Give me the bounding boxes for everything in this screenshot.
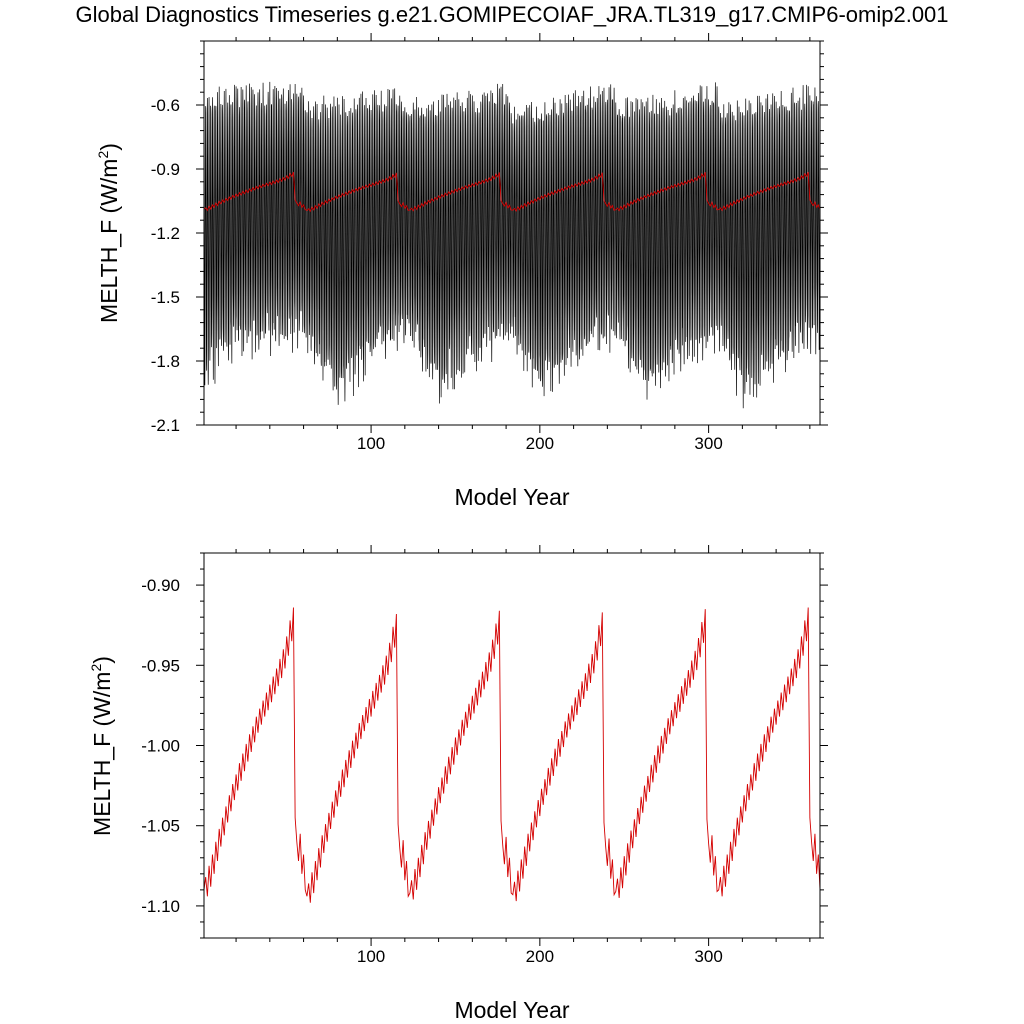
plot-area xyxy=(204,607,820,903)
y-tick-label: -0.6 xyxy=(151,96,180,115)
y-tick-label: -0.95 xyxy=(141,656,180,675)
x-tick-label: 200 xyxy=(526,434,554,453)
chart-panel-2: 100 200 300 -0.90 -0.95 -1.00 -1.05 -1.10 Model … xyxy=(88,545,828,1023)
y-tick-label: -1.00 xyxy=(141,737,180,756)
x-tick-label: 300 xyxy=(694,434,722,453)
y-tick-label: -1.8 xyxy=(151,352,180,371)
y-tick-label: -1.5 xyxy=(151,288,180,307)
x-tick-label: 100 xyxy=(357,434,385,453)
y-axis-label: MELTH_F (W/m2) xyxy=(95,143,122,323)
chart-panel-1: 100 200 300 -0.6 -0.9 -1.2 -1.5 -1.8 -2.1 Model Y… xyxy=(95,33,828,510)
x-tick-label: 300 xyxy=(694,947,722,966)
x-tick-label: 200 xyxy=(526,947,554,966)
x-axis-label: Model Year xyxy=(454,484,569,510)
y-tick-label: -0.9 xyxy=(151,160,180,179)
series-monthly-line xyxy=(204,81,820,409)
series-annual-mean-line xyxy=(204,171,820,213)
y-axis-label: MELTH_F (W/m2) xyxy=(88,656,115,836)
plot-frame xyxy=(203,552,821,939)
series-annual-mean-line xyxy=(204,607,820,903)
y-tick-label: -1.2 xyxy=(151,224,180,243)
y-tick-label: -0.90 xyxy=(141,576,180,595)
y-tick-label: -2.1 xyxy=(151,416,180,435)
y-tick-label: -1.05 xyxy=(141,817,180,836)
page-title: Global Diagnostics Timeseries g.e21.GOMI… xyxy=(75,2,949,27)
x-axis-label: Model Year xyxy=(454,997,569,1023)
y-tick-label: -1.10 xyxy=(141,897,180,916)
x-tick-label: 100 xyxy=(357,947,385,966)
plot-area xyxy=(204,81,820,409)
